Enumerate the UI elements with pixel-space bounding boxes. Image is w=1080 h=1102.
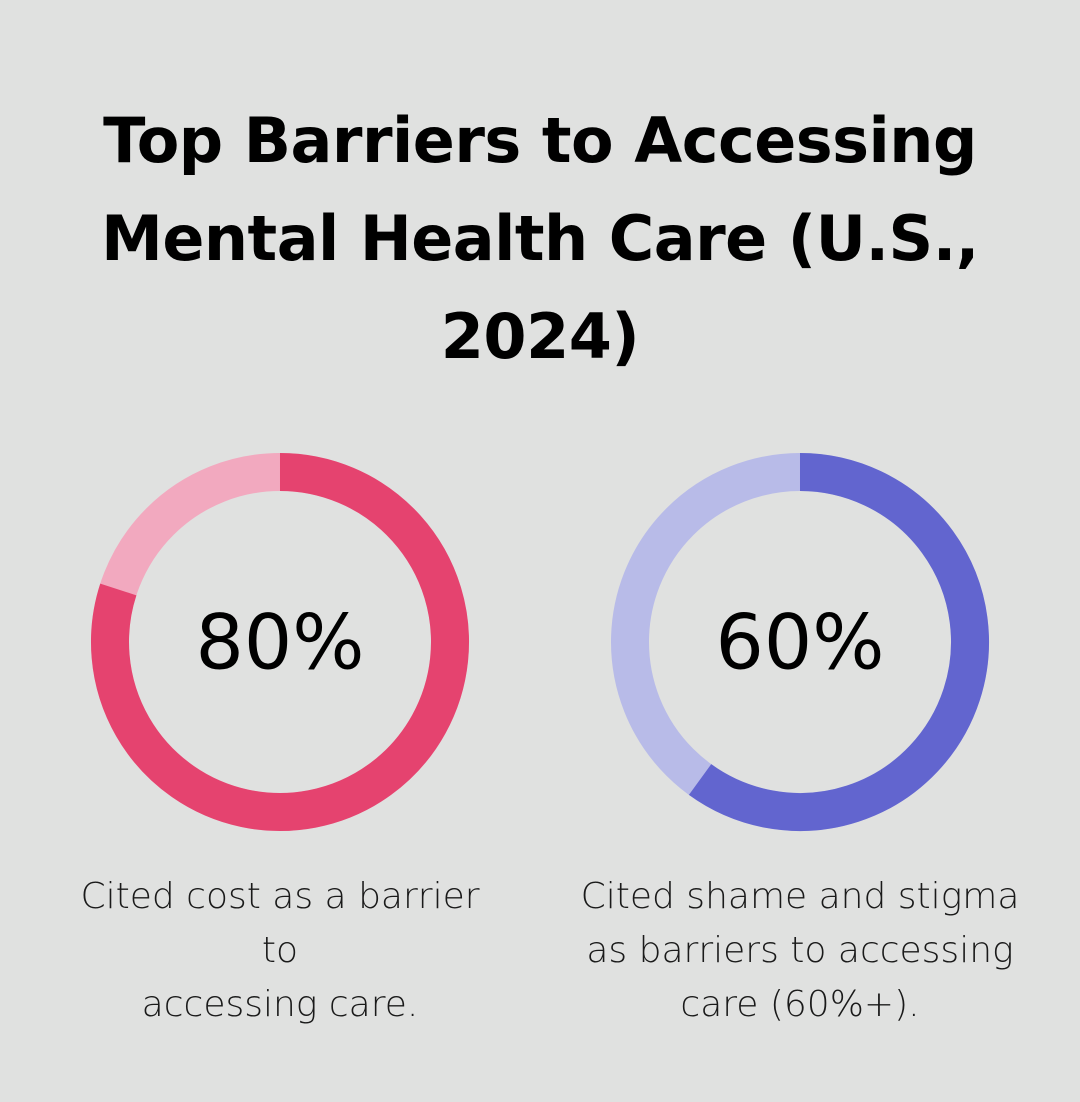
caption-line: care (60%+).	[680, 984, 920, 1025]
donut-value-arc	[688, 453, 989, 831]
stigma-donut-chart: 60%	[611, 453, 989, 831]
caption-line: Cited cost as a barrier to	[80, 876, 480, 971]
caption-line: as barriers to accessing	[586, 930, 1014, 971]
stigma-caption: Cited shame and stigma as barriers to ac…	[580, 870, 1020, 1032]
cost-caption: Cited cost as a barrier to accessing car…	[60, 870, 500, 1032]
title-line: Top Barriers to Accessing	[103, 104, 977, 177]
donut-value-label: 60%	[716, 598, 885, 687]
title-line: 2024)	[440, 300, 640, 373]
caption-line: accessing care.	[141, 984, 419, 1025]
chart-title: Top Barriers to Accessing Mental Health …	[60, 92, 1020, 386]
caption-line: Cited shame and stigma	[580, 876, 1020, 917]
title-line: Mental Health Care (U.S.,	[101, 202, 979, 275]
donut-value-label: 80%	[196, 598, 365, 687]
donut-value-arc	[91, 453, 469, 831]
cost-donut-chart: 80%	[91, 453, 469, 831]
